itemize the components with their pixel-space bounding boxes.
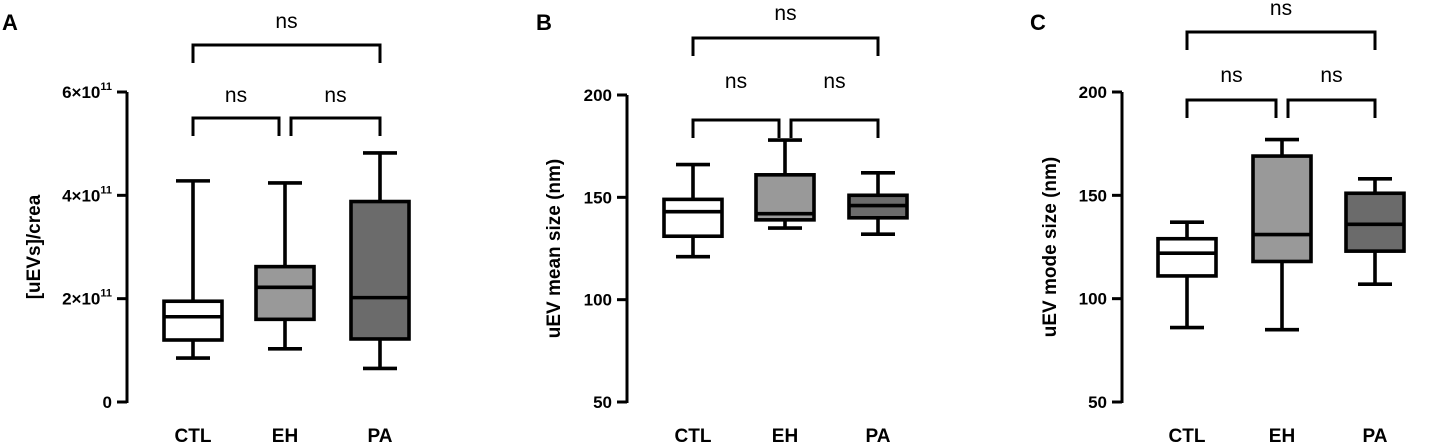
significance-bracket: ns	[691, 2, 880, 56]
y-tick-label-base: 100	[584, 291, 612, 310]
y-tick-label: 200	[584, 86, 612, 105]
box-iqr	[662, 197, 724, 239]
x-category-label: PA	[866, 426, 891, 445]
bracket-line	[1185, 30, 1377, 50]
x-category-label: CTL	[1169, 426, 1206, 445]
significance-bracket: ns	[191, 84, 281, 136]
box-eh	[254, 181, 316, 351]
y-tick-label: 2×1011	[62, 288, 112, 309]
y-tick-label: 0	[103, 393, 112, 412]
y-tick-label-exponent: 11	[100, 184, 112, 196]
significance-bracket: ns	[289, 84, 382, 136]
significance-label: ns	[823, 70, 845, 93]
y-tick-label: 4×1011	[62, 184, 112, 205]
y-tick-label: 150	[584, 188, 612, 207]
y-tick-label-base: 50	[593, 393, 612, 412]
y-tick-label-base: 0	[103, 393, 112, 412]
x-category-label: CTL	[675, 426, 712, 445]
bracket-line	[1286, 98, 1377, 118]
bracket-line	[691, 118, 781, 138]
y-tick-label-base: 150	[1079, 186, 1107, 205]
y-tick-label-base: 200	[1079, 83, 1107, 102]
bracket-line	[789, 118, 880, 138]
significance-label: ns	[275, 10, 297, 33]
y-tick-label: 200	[1079, 83, 1107, 102]
x-category-label: EH	[1269, 426, 1295, 445]
box-eh	[1251, 137, 1313, 332]
significance-bracket: ns	[191, 10, 382, 63]
significance-bracket: ns	[789, 70, 880, 138]
box-pa	[349, 151, 411, 371]
x-category-label: CTL	[175, 426, 212, 445]
box-iqr	[1156, 236, 1218, 278]
y-tick-label: 6×1011	[62, 81, 112, 102]
bracket-line	[1185, 98, 1278, 118]
box-iqr	[162, 299, 224, 342]
bracket-line	[191, 116, 281, 136]
y-tick-label-base: 2×10	[62, 290, 100, 309]
significance-bracket: ns	[1185, 0, 1377, 50]
box-pa	[1344, 177, 1406, 287]
panel-label: A	[2, 10, 18, 35]
y-axis-title: uEV mode size (nm)	[1040, 157, 1061, 338]
significance-label: ns	[225, 84, 247, 107]
box-ctl	[662, 162, 724, 259]
box-iqr	[1251, 154, 1313, 264]
panel-label: B	[536, 10, 552, 35]
x-category-label: PA	[368, 426, 393, 445]
y-axis-title: uEV mean size (nm)	[544, 159, 565, 339]
box-pa	[847, 170, 909, 236]
bracket-line	[191, 43, 382, 63]
significance-bracket: ns	[1286, 64, 1377, 118]
significance-label: ns	[1220, 64, 1242, 87]
box-ctl	[162, 179, 224, 360]
significance-bracket: ns	[1185, 64, 1278, 118]
y-tick-label: 150	[1079, 186, 1107, 205]
y-tick-label: 100	[1079, 290, 1107, 309]
panel-b: B 50 100 150 200 uEV mean size (nm) CTL EH PA ns n…	[536, 2, 909, 445]
y-tick-label: 100	[584, 291, 612, 310]
x-category-label: EH	[772, 426, 798, 445]
y-tick-label-exponent: 11	[100, 288, 112, 300]
y-tick-label-base: 50	[1088, 393, 1107, 412]
bracket-line	[289, 116, 382, 136]
box-iqr	[254, 264, 316, 322]
y-tick-label-base: 200	[584, 86, 612, 105]
x-category-label: PA	[1363, 426, 1388, 445]
significance-bracket: ns	[691, 70, 781, 138]
box-iqr	[349, 199, 411, 341]
y-tick-label: 50	[1088, 393, 1107, 412]
x-category-label: EH	[272, 426, 298, 445]
bracket-line	[691, 36, 880, 56]
significance-label: ns	[324, 84, 346, 107]
box-iqr	[1344, 191, 1406, 253]
y-tick-label-base: 4×10	[62, 186, 100, 205]
y-axis-title: [uEVs]/crea	[24, 194, 45, 299]
y-tick-label-base: 150	[584, 188, 612, 207]
panel-label: C	[1030, 10, 1046, 35]
y-tick-label-base: 6×10	[62, 83, 100, 102]
y-tick-label-exponent: 11	[100, 81, 112, 93]
box-ctl	[1156, 220, 1218, 330]
y-tick-label: 50	[593, 393, 612, 412]
significance-label: ns	[774, 2, 796, 25]
significance-label: ns	[1270, 0, 1292, 20]
box-eh	[754, 138, 816, 230]
significance-label: ns	[1320, 64, 1342, 87]
y-tick-label-base: 100	[1079, 290, 1107, 309]
panel-c: C 50 100 150 200 uEV mode size (nm) CTL EH PA ns n…	[1030, 0, 1406, 445]
significance-label: ns	[725, 70, 747, 93]
